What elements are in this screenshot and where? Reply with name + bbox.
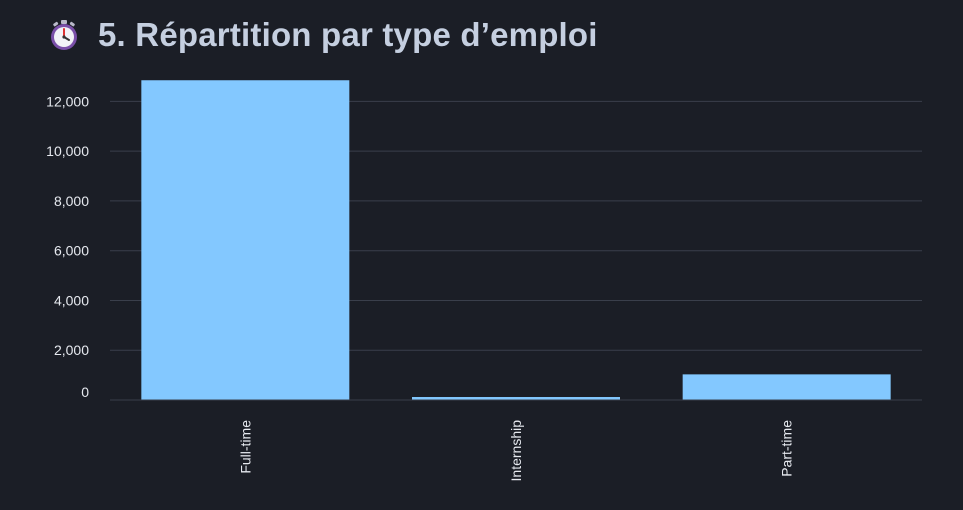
x-tick-label: Internship xyxy=(508,420,524,482)
page-title: 5. Répartition par type d’emploi xyxy=(98,16,598,53)
bars xyxy=(141,80,891,400)
y-tick-label: 10,000 xyxy=(46,143,89,159)
bar-part-time[interactable] xyxy=(682,374,891,400)
chart-header: 5. Répartition par type d’emploi xyxy=(48,14,598,56)
x-tick-label: Part-time xyxy=(779,420,795,477)
stopwatch-icon xyxy=(51,20,77,50)
y-tick-label: 8,000 xyxy=(54,193,89,209)
x-axis-labels: Full-time Internship Part-time xyxy=(237,420,794,482)
bar-full-time[interactable] xyxy=(141,80,350,400)
y-tick-label: 4,000 xyxy=(54,292,89,308)
y-tick-label: 12,000 xyxy=(46,93,89,109)
y-tick-label: 6,000 xyxy=(54,243,89,259)
bar-internship[interactable] xyxy=(412,397,620,400)
y-axis-ticks: 0 2,000 4,000 6,000 8,000 10,000 12,000 xyxy=(46,93,89,400)
y-tick-label: 2,000 xyxy=(54,342,89,358)
x-tick-label: Full-time xyxy=(237,420,253,474)
y-tick-label: 0 xyxy=(81,384,89,400)
